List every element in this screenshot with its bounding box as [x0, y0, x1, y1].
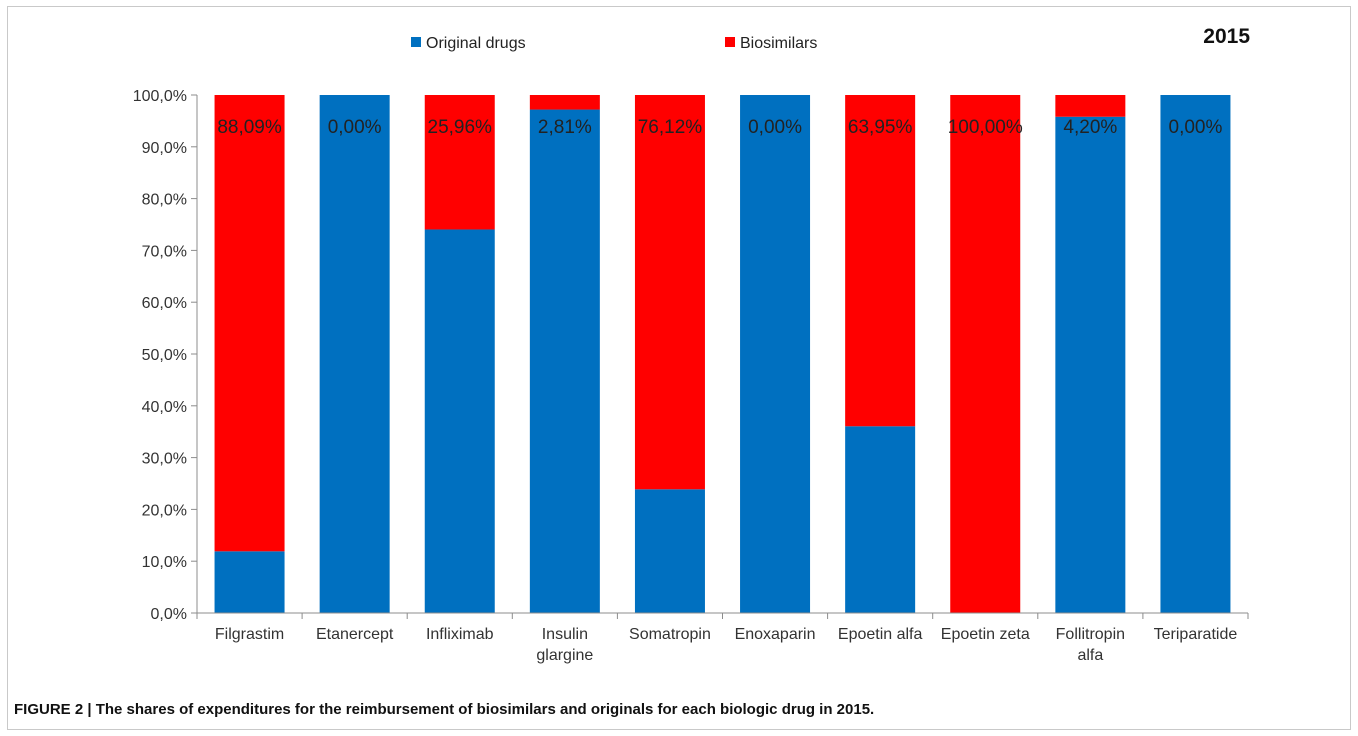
- x-category-label: glargine: [536, 647, 593, 664]
- chart-legend: Original drugs Biosimilars: [411, 35, 817, 52]
- x-category-label: Somatropin: [629, 626, 711, 643]
- y-tick-label: 50,0%: [142, 347, 187, 364]
- x-category-label: Etanercept: [316, 626, 394, 643]
- figure-caption: FIGURE 2 | The shares of expenditures fo…: [14, 701, 875, 718]
- bar-data-label: 76,12%: [638, 117, 703, 138]
- bar-data-label: 0,00%: [748, 117, 802, 138]
- legend-label-original: Original drugs: [426, 35, 526, 52]
- bar-biosimilar: [214, 95, 285, 552]
- bar-biosimilar: [950, 95, 1021, 613]
- bar-data-label: 63,95%: [848, 117, 913, 138]
- bar-original: [634, 489, 705, 613]
- bar-original: [319, 95, 390, 613]
- data-labels-group: 88,09% 0,00% 25,96% 2,81% 76,12% 0,00% 63,95% 1…: [217, 117, 1222, 138]
- bar-data-label: 2,81%: [538, 117, 592, 138]
- bar-original: [214, 551, 285, 613]
- x-axis: Filgrastim Etanercept Infliximab Insulin gla…: [196, 612, 1249, 664]
- y-tick-label: 40,0%: [142, 399, 187, 416]
- bar-data-label: 0,00%: [328, 117, 382, 138]
- bar-original: [529, 109, 600, 614]
- bar-data-label: 100,00%: [948, 117, 1023, 138]
- bar-original: [740, 95, 811, 613]
- x-category-label: Infliximab: [426, 626, 494, 643]
- bar-original: [845, 426, 916, 613]
- y-tick-label: 80,0%: [142, 192, 187, 209]
- y-tick-label: 60,0%: [142, 295, 187, 312]
- y-tick-label: 0,0%: [151, 606, 187, 623]
- x-category-label: Epoetin alfa: [838, 626, 923, 643]
- bar-original: [1055, 116, 1126, 614]
- legend-swatch-biosimilar: [725, 37, 735, 47]
- bar-biosimilar: [1055, 95, 1126, 117]
- legend-swatch-original: [411, 37, 421, 47]
- y-tick-label: 30,0%: [142, 451, 187, 468]
- bar-data-label: 88,09%: [217, 117, 282, 138]
- bar-data-label: 4,20%: [1063, 117, 1117, 138]
- chart-title-year: 2015: [1203, 25, 1250, 48]
- bar-biosimilar: [634, 95, 705, 490]
- bar-biosimilar: [529, 95, 600, 110]
- legend-label-biosimilar: Biosimilars: [740, 35, 817, 52]
- x-category-label: Follitropin: [1056, 626, 1125, 643]
- y-tick-label: 90,0%: [142, 140, 187, 157]
- x-category-label: Filgrastim: [215, 626, 284, 643]
- bar-biosimilar: [845, 95, 916, 427]
- x-category-label: Epoetin zeta: [941, 626, 1030, 643]
- x-category-label: alfa: [1077, 647, 1103, 664]
- y-tick-label: 100,0%: [133, 88, 187, 105]
- bars-group: [214, 95, 1231, 614]
- y-tick-label: 10,0%: [142, 554, 187, 571]
- bar-original: [1160, 95, 1231, 613]
- x-category-label: Insulin: [542, 626, 588, 643]
- x-category-label: Teriparatide: [1154, 626, 1238, 643]
- y-tick-label: 70,0%: [142, 243, 187, 260]
- bar-data-label: 0,00%: [1169, 117, 1223, 138]
- y-axis: 0,0% 10,0% 20,0% 30,0% 40,0% 50,0% 60,0% 70,0% 8…: [133, 88, 198, 623]
- bar-biosimilar: [424, 95, 495, 230]
- bar-original: [424, 229, 495, 614]
- x-category-label: Enoxaparin: [735, 626, 816, 643]
- bar-data-label: 25,96%: [428, 117, 493, 138]
- y-tick-label: 20,0%: [142, 502, 187, 519]
